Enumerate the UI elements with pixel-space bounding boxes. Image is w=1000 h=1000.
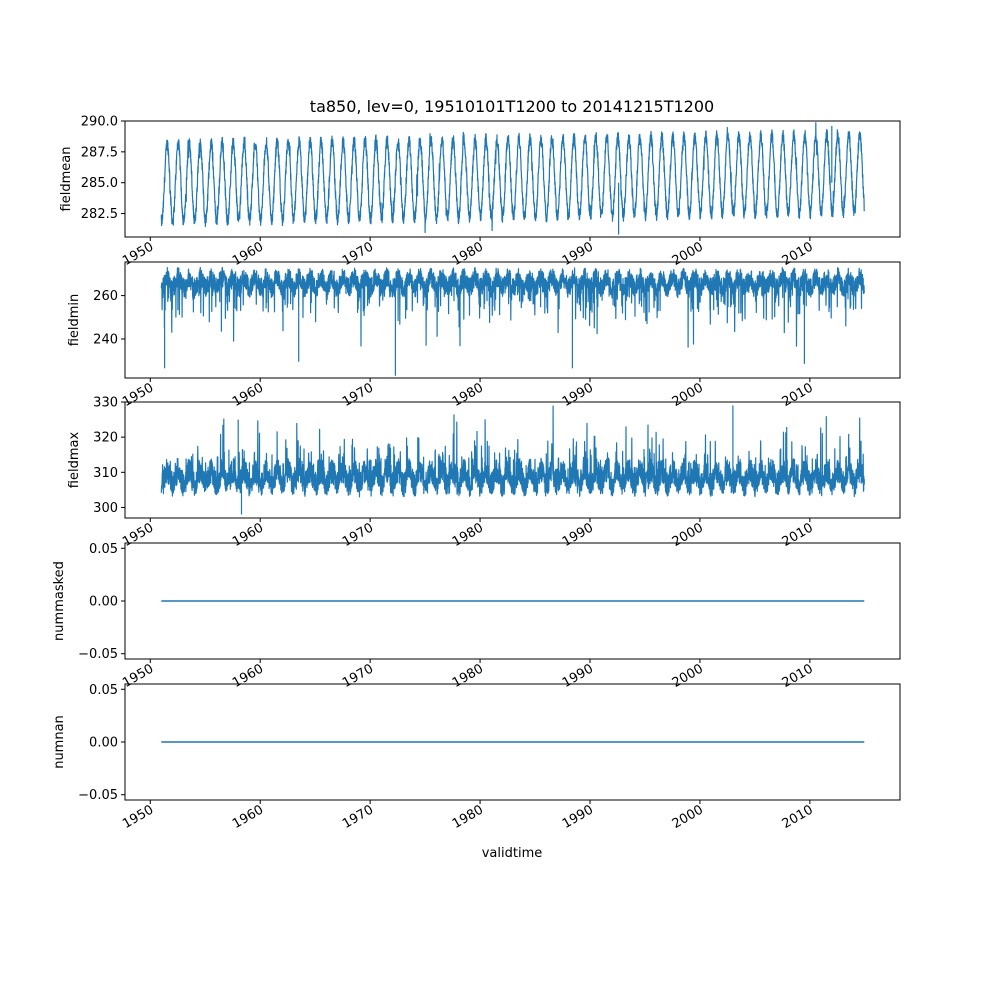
x-tick-label: 1960 bbox=[230, 380, 266, 410]
y-tick-label: 0.05 bbox=[89, 542, 118, 557]
series-line-fieldmean bbox=[160, 122, 865, 235]
y-tick-label: 290.0 bbox=[81, 115, 118, 130]
x-tick-label: 1950 bbox=[120, 802, 156, 832]
y-tick-label: −0.05 bbox=[78, 788, 118, 803]
x-tick-label: 1970 bbox=[340, 520, 376, 550]
panel-nummasked: −0.05 0.00 0.05 1950 1960 1970 1980 1990 2000 201… bbox=[52, 542, 901, 691]
x-tick-label: 1960 bbox=[230, 239, 266, 269]
y-axis-label: fieldmean bbox=[59, 147, 74, 212]
panel-numnan: −0.05 0.00 0.05 1950 1960 1970 1980 1990 2000 201… bbox=[52, 683, 901, 832]
y-axis-label: nummasked bbox=[52, 561, 67, 641]
series-line-fieldmin bbox=[160, 266, 865, 376]
x-tick-label: 2000 bbox=[670, 802, 706, 832]
y-tick-label: 240 bbox=[93, 332, 118, 347]
x-tick-label: 1960 bbox=[230, 661, 266, 691]
x-tick-label: 2000 bbox=[670, 661, 706, 691]
y-tick-label: 320 bbox=[93, 431, 118, 446]
x-tick-label: 2010 bbox=[780, 239, 816, 269]
x-tick-label: 1960 bbox=[230, 520, 266, 550]
x-tick-label: 1960 bbox=[230, 802, 266, 832]
x-tick-label: 1970 bbox=[340, 239, 376, 269]
axes-frame bbox=[124, 120, 901, 238]
x-tick-label: 2010 bbox=[780, 380, 816, 410]
series-line-fieldmax bbox=[160, 405, 865, 515]
x-tick-label: 1980 bbox=[450, 520, 486, 550]
x-tick-label: 1970 bbox=[340, 661, 376, 691]
panel-fieldmax: 300 310 320 330 1950 1960 1970 1980 1990 2000 2010… bbox=[67, 396, 901, 550]
x-tick-label: 1980 bbox=[450, 380, 486, 410]
y-tick-label: 330 bbox=[93, 396, 118, 411]
x-tick-label: 2000 bbox=[670, 239, 706, 269]
x-tick-label: 2010 bbox=[780, 802, 816, 832]
x-tick-label: 2010 bbox=[780, 661, 816, 691]
y-axis-label: fieldmax bbox=[67, 432, 82, 489]
x-tick-label: 2010 bbox=[780, 520, 816, 550]
x-axis-label: validtime bbox=[482, 846, 543, 861]
y-tick-label: 282.5 bbox=[81, 207, 118, 222]
x-tick-label: 1990 bbox=[560, 239, 596, 269]
y-tick-label: 260 bbox=[93, 289, 118, 304]
x-tick-label: 1980 bbox=[450, 661, 486, 691]
x-tick-label: 2000 bbox=[670, 380, 706, 410]
x-tick-label: 1990 bbox=[560, 380, 596, 410]
panel-fieldmin: 240 260 1950 1960 1970 1980 1990 2000 2010 fieldm… bbox=[67, 261, 901, 410]
chart-title: ta850, lev=0, 19510101T1200 to 20141215T… bbox=[310, 97, 714, 116]
x-tick-label: 1970 bbox=[340, 802, 376, 832]
x-tick-label: 1980 bbox=[450, 802, 486, 832]
x-tick-label: 1970 bbox=[340, 380, 376, 410]
y-tick-label: 310 bbox=[93, 466, 118, 481]
axes-frame bbox=[124, 401, 901, 519]
x-tick-label: 1980 bbox=[450, 239, 486, 269]
x-tick-label: 1950 bbox=[120, 520, 156, 550]
x-tick-label: 1950 bbox=[120, 239, 156, 269]
x-tick-label: 1950 bbox=[120, 661, 156, 691]
y-tick-label: 0.00 bbox=[89, 736, 118, 751]
y-axis-label: fieldmin bbox=[67, 294, 82, 347]
panel-fieldmean: 282.5 285.0 287.5 290.0 1950 1960 1970 1980 1990… bbox=[59, 115, 901, 269]
panels: 282.5 285.0 287.5 290.0 1950 1960 1970 1980 1990… bbox=[52, 115, 901, 832]
y-tick-label: 287.5 bbox=[81, 145, 118, 160]
x-tick-label: 1990 bbox=[560, 802, 596, 832]
y-tick-label: −0.05 bbox=[78, 647, 118, 662]
y-tick-label: 0.05 bbox=[89, 683, 118, 698]
y-axis-label: numnan bbox=[52, 715, 67, 769]
x-tick-label: 1990 bbox=[560, 520, 596, 550]
x-tick-label: 1990 bbox=[560, 661, 596, 691]
y-tick-label: 300 bbox=[93, 501, 118, 516]
x-tick-label: 1950 bbox=[120, 380, 156, 410]
axes-frame bbox=[124, 261, 901, 379]
y-tick-label: 285.0 bbox=[81, 176, 118, 191]
x-tick-label: 2000 bbox=[670, 520, 706, 550]
y-tick-label: 0.00 bbox=[89, 595, 118, 610]
